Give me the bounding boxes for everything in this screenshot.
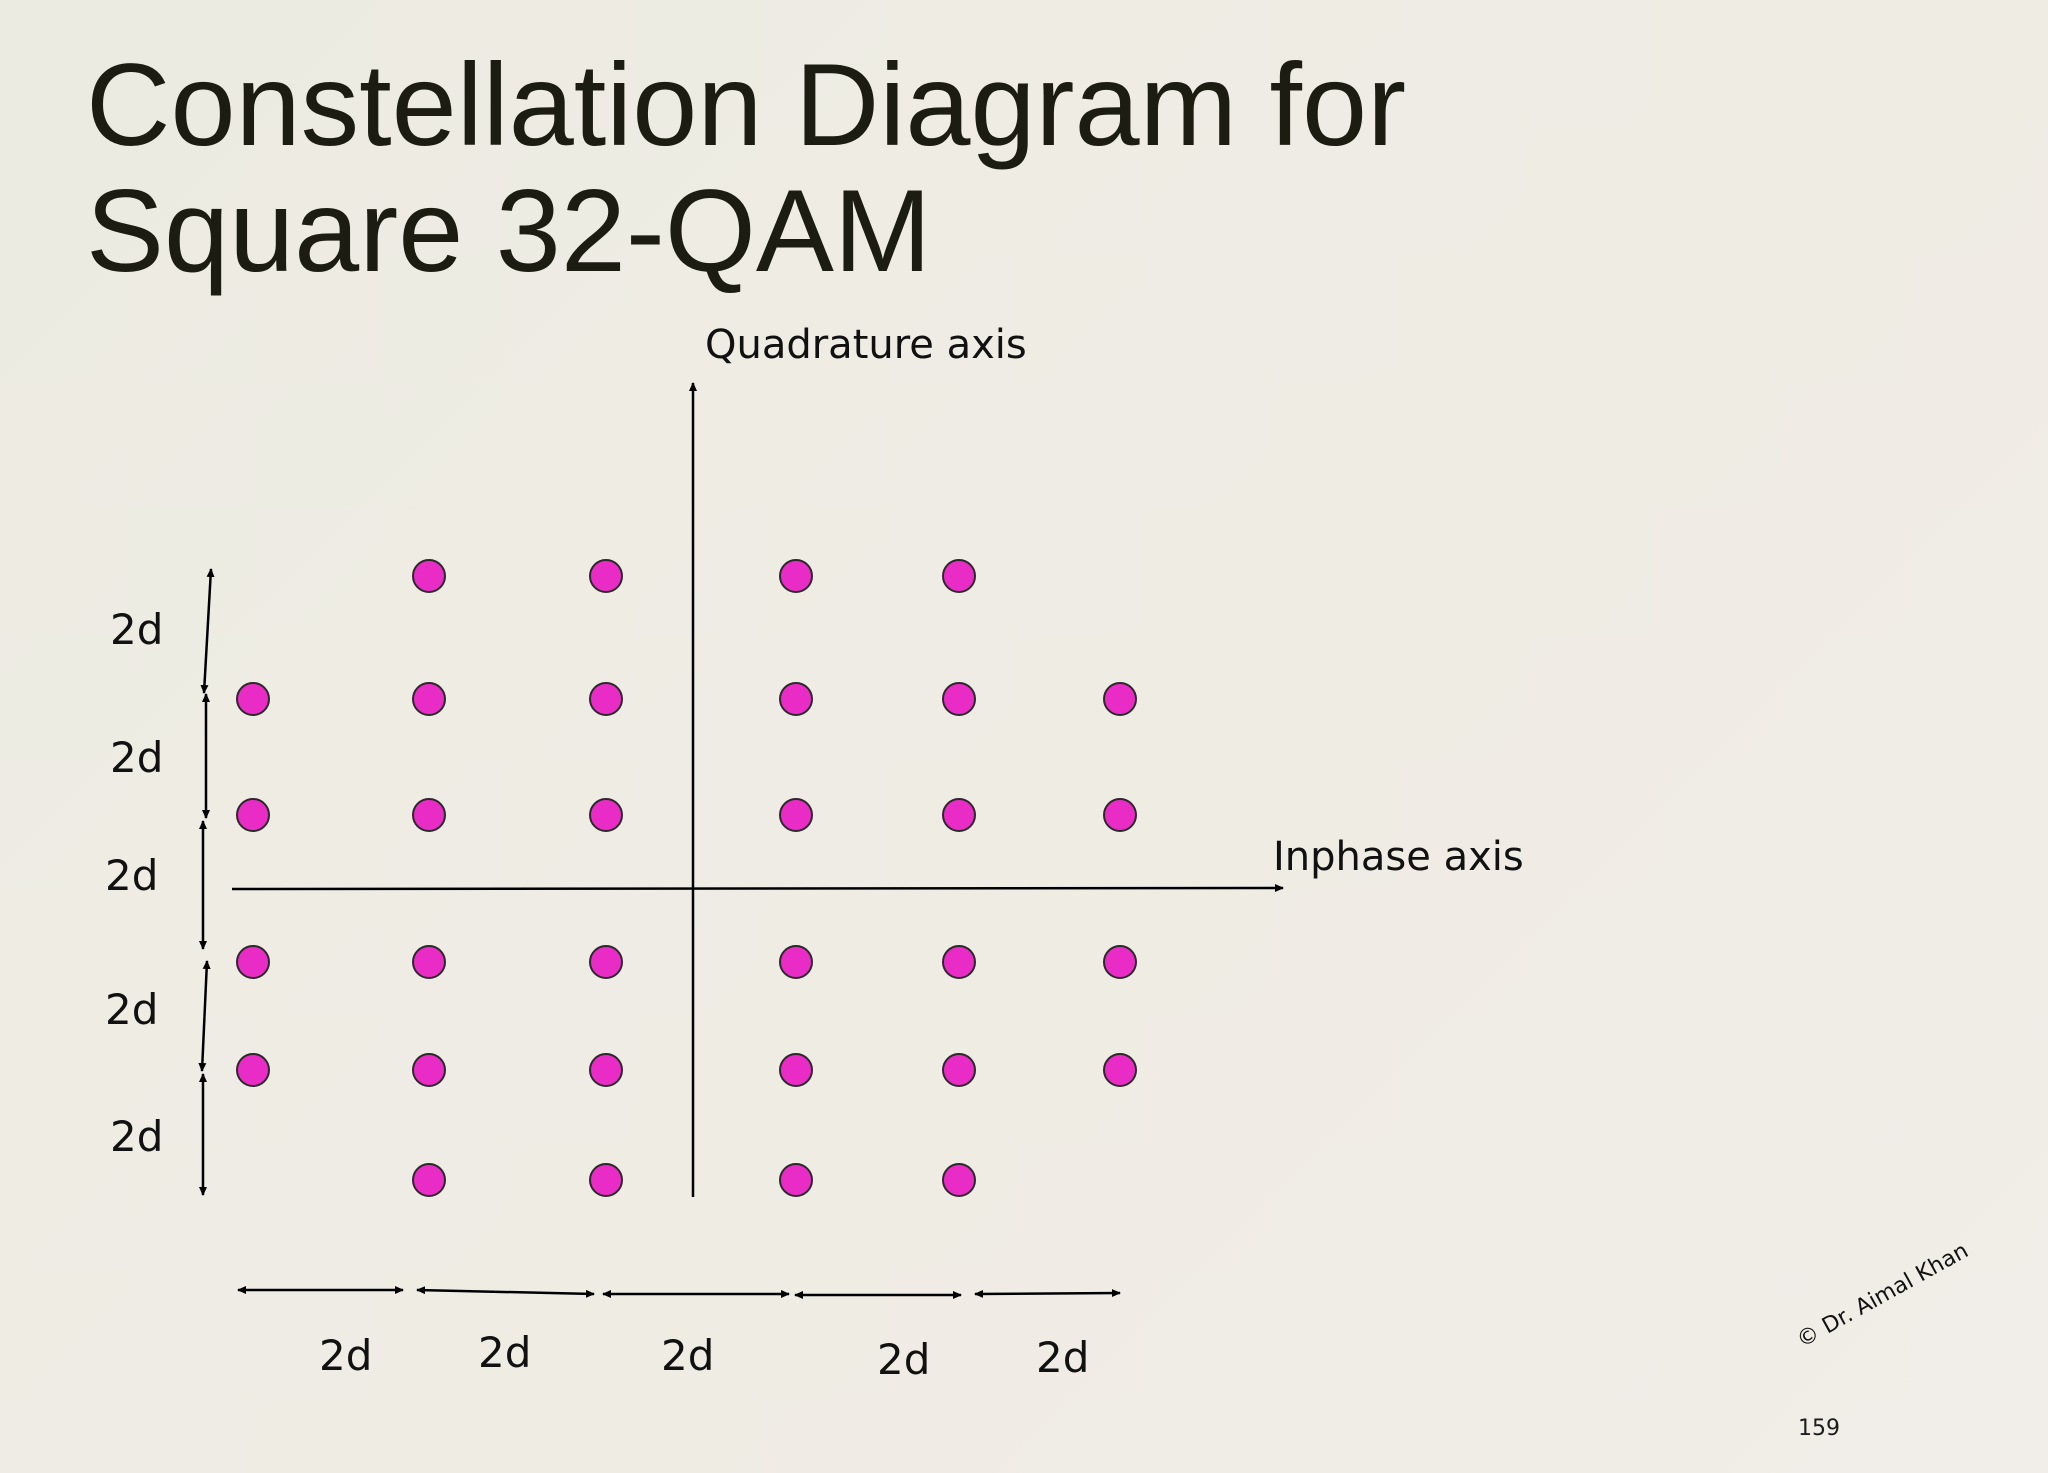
constellation-point	[589, 1163, 623, 1197]
constellation-point	[236, 798, 270, 832]
vertical-spacing-labels: 2d 2d 2d 2d 2d	[105, 605, 163, 1161]
constellation-point	[942, 682, 976, 716]
constellation-point	[1103, 1053, 1137, 1087]
horizontal-spacing-arrows	[237, 1286, 1121, 1299]
spacing-label-2d: 2d	[319, 1331, 372, 1380]
constellation-point	[589, 945, 623, 979]
constellation-point	[236, 1053, 270, 1087]
vertical-spacing-arrow	[198, 960, 211, 1072]
constellation-point	[412, 798, 446, 832]
spacing-label-2d: 2d	[105, 985, 158, 1034]
constellation-point	[942, 945, 976, 979]
page-number: 159	[1798, 1416, 1840, 1441]
spacing-label-2d: 2d	[110, 733, 163, 782]
constellation-point	[942, 798, 976, 832]
constellation-point	[589, 682, 623, 716]
constellation-point	[779, 945, 813, 979]
constellation-point	[942, 559, 976, 593]
spacing-label-2d: 2d	[877, 1335, 930, 1384]
copyright-text: © Dr. Aimal Khan	[1793, 1238, 1973, 1353]
inphase-axis-label: Inphase axis	[1273, 834, 1524, 880]
spacing-label-2d: 2d	[110, 1112, 163, 1161]
constellation-point	[412, 682, 446, 716]
spacing-label-2d: 2d	[661, 1331, 714, 1380]
horizontal-spacing-labels: 2d 2d 2d 2d 2d	[319, 1328, 1089, 1384]
constellation-point	[236, 682, 270, 716]
horizontal-spacing-arrow	[416, 1286, 595, 1298]
quadrature-axis-label: Quadrature axis	[705, 322, 1027, 368]
slide-title-line-1: Constellation Diagram for	[86, 39, 1407, 170]
constellation-point	[589, 798, 623, 832]
constellation-point	[236, 945, 270, 979]
constellation-point	[942, 1163, 976, 1197]
spacing-label-2d: 2d	[105, 851, 158, 900]
horizontal-spacing-arrow	[974, 1289, 1121, 1298]
constellation-point	[779, 798, 813, 832]
constellation-point	[412, 1163, 446, 1197]
slide-title: Constellation Diagram for Square 32-QAM	[86, 42, 1586, 294]
constellation-point	[412, 1053, 446, 1087]
constellation-point	[779, 559, 813, 593]
constellation-points	[236, 559, 1137, 1197]
slide-title-line-2: Square 32-QAM	[86, 165, 932, 296]
spacing-label-2d: 2d	[478, 1328, 531, 1377]
constellation-point	[1103, 682, 1137, 716]
constellation-point	[779, 1053, 813, 1087]
constellation-point	[1103, 798, 1137, 832]
constellation-point	[589, 559, 623, 593]
constellation-point	[412, 945, 446, 979]
constellation-point	[1103, 945, 1137, 979]
vertical-spacing-arrows	[198, 568, 215, 1196]
constellation-point	[779, 682, 813, 716]
vertical-spacing-arrow	[200, 568, 215, 694]
spacing-label-2d: 2d	[110, 605, 163, 654]
constellation-point	[589, 1053, 623, 1087]
constellation-point	[779, 1163, 813, 1197]
constellation-point	[412, 559, 446, 593]
inphase-axis-line	[231, 884, 1284, 893]
constellation-point	[942, 1053, 976, 1087]
spacing-label-2d: 2d	[1036, 1333, 1089, 1382]
